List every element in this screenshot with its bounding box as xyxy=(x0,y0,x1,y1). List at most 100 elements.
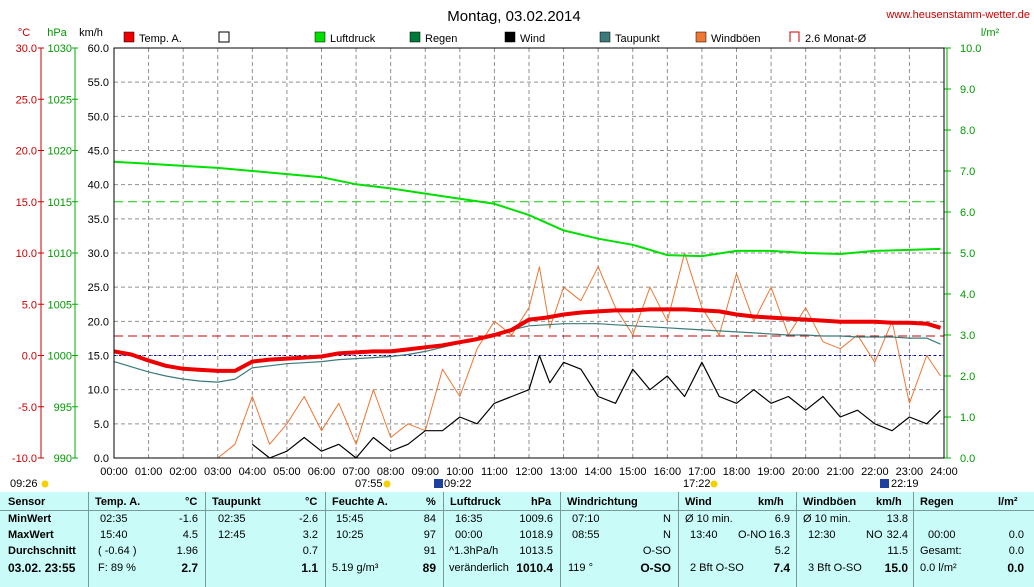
pressure-tick-label: 1020 xyxy=(48,146,72,158)
humidity-absolute: 5.19 g/m³ xyxy=(332,562,379,574)
rain-tick-label: 9.0 xyxy=(960,84,975,96)
temp-max-value: 4.5 xyxy=(182,529,198,541)
rain-tick-label: 8.0 xyxy=(960,125,975,137)
time-tick-label: 13:00 xyxy=(550,466,578,478)
direction-current-value: O-SO xyxy=(640,561,671,575)
rain-tick-label: 7.0 xyxy=(960,166,975,178)
dew-header: Taupunkt xyxy=(212,496,261,508)
temp-tick-label: 30.0 xyxy=(16,43,37,55)
rain-tick-label: 0.0 xyxy=(960,453,975,465)
time-tick-label: 09:00 xyxy=(411,466,439,478)
legend-label: Regen xyxy=(425,33,457,45)
time-tick-label: 11:00 xyxy=(481,466,508,478)
temp-tick-label: 0.0 xyxy=(22,351,37,363)
time-tick-label: 23:00 xyxy=(896,466,924,478)
temp-tick-label: 25.0 xyxy=(16,94,37,106)
website-label[interactable]: www.heusenstamm-wetter.de xyxy=(885,9,1030,21)
gust-min-value: 13.8 xyxy=(886,513,908,525)
press-unit-label: hPa xyxy=(47,27,67,39)
stats-col-divider xyxy=(913,492,914,587)
chart-legend: Temp. A. Luftdruck Regen Wind Taupunkt Windbö… xyxy=(123,31,867,45)
rain-tick-label: 6.0 xyxy=(960,207,975,219)
stats-col-divider xyxy=(560,492,561,587)
legend-swatch xyxy=(314,31,326,43)
stats-col-divider xyxy=(678,492,679,587)
temp-tick-label: 20.0 xyxy=(16,146,37,158)
humidity-avg-value: 91 xyxy=(423,545,436,557)
stats-col-divider xyxy=(796,492,797,587)
time-tick-label: 22:00 xyxy=(861,466,889,478)
pressure-tick-label: 995 xyxy=(54,402,72,414)
legend-swatch xyxy=(695,31,707,43)
legend-swatch xyxy=(409,31,421,43)
rain-tick-label: 5.0 xyxy=(960,248,975,260)
pressure-min-value: 1009.6 xyxy=(519,513,553,525)
time-tick-label: 08:00 xyxy=(377,466,405,478)
legend-swatch xyxy=(218,31,230,43)
series-line-temp-a- xyxy=(113,307,942,373)
wind-beaufort: 2 Bft O-SO xyxy=(690,562,744,574)
direction-degrees: 119 ° xyxy=(568,562,593,574)
wind-avg-value: 5.2 xyxy=(774,545,790,557)
pressure-header: Luftdruck xyxy=(450,496,501,508)
dew-min-value: -2.6 xyxy=(299,513,318,525)
wind-min-value: 6.9 xyxy=(774,513,790,525)
dew-current-value: 1.1 xyxy=(301,561,318,575)
temp-avg-note: ( -0.64 ) xyxy=(98,545,137,557)
wind-unit: km/h xyxy=(758,496,784,508)
time-tick-label: 21:00 xyxy=(826,466,854,478)
legend-swatch xyxy=(789,31,800,42)
gust-max-direction: NO xyxy=(866,529,883,541)
speed-tick-label: 0.0 xyxy=(94,453,109,465)
left-time-label: 09:26 xyxy=(10,478,38,490)
rain-max-value: 0.0 xyxy=(1008,529,1024,541)
speed-tick-label: 20.0 xyxy=(88,316,109,328)
temp-tick-label: 10.0 xyxy=(16,248,37,260)
rain-current-value: 0.0 xyxy=(1007,561,1024,575)
humidity-header: Feuchte A. xyxy=(332,496,388,508)
humidity-min-time: 15:45 xyxy=(336,513,364,525)
gust-header: Windböen xyxy=(803,496,857,508)
temp-max-time: 15:40 xyxy=(100,529,128,541)
rain-tick-label: 3.0 xyxy=(960,330,975,342)
weather-chart: Montag, 03.02.2014 www.heusenstamm-wette… xyxy=(10,8,1030,490)
temp-tick-label: 15.0 xyxy=(16,197,37,209)
plot-frame xyxy=(113,47,945,459)
sunrise-label: 07:55 xyxy=(355,478,383,490)
temp-unit-label: °C xyxy=(18,27,30,39)
legend-label: Wind xyxy=(520,33,545,45)
time-tick-label: 24:00 xyxy=(930,466,958,478)
chart-series xyxy=(113,160,944,459)
legend-label: Temp. A. xyxy=(139,33,182,45)
temp-current-value: 2.7 xyxy=(181,561,198,575)
legend-label: Luftdruck xyxy=(330,33,376,45)
moonrise-icon xyxy=(434,479,443,488)
chart-axes: 30.0 25.0 20.0 15.0 10.0 5.0 0.0 -5.0 -10.0 1030 1… xyxy=(12,43,982,478)
gust-avg-value: 11.5 xyxy=(887,545,908,557)
row-label-avg: Durchschnitt xyxy=(8,545,76,557)
legend-label: Windböen xyxy=(711,33,761,45)
wind-min-note: Ø 10 min. xyxy=(685,513,733,525)
time-tick-label: 06:00 xyxy=(308,466,336,478)
time-tick-label: 20:00 xyxy=(792,466,820,478)
pressure-unit: hPa xyxy=(531,496,552,508)
time-tick-label: 05:00 xyxy=(273,466,301,478)
time-tick-label: 07:00 xyxy=(342,466,370,478)
legend-swatch xyxy=(504,31,516,43)
rain-tick-label: 10.0 xyxy=(960,43,981,55)
time-tick-label: 10:00 xyxy=(446,466,474,478)
legend-label: Taupunkt xyxy=(615,33,660,45)
legend-swatch xyxy=(123,31,135,43)
rain-unit: l/m² xyxy=(998,496,1018,508)
time-tick-label: 01:00 xyxy=(135,466,163,478)
gust-unit: km/h xyxy=(876,496,902,508)
time-tick-label: 03:00 xyxy=(204,466,232,478)
gust-current-value: 15.0 xyxy=(884,561,908,575)
rain-unit-label: l/m² xyxy=(981,27,1000,39)
time-tick-label: 02:00 xyxy=(169,466,197,478)
series-line-wind xyxy=(251,354,941,459)
wind-max-direction: O-NO xyxy=(738,529,767,541)
temp-tick-label: -10.0 xyxy=(12,453,37,465)
direction-max-time: 08:55 xyxy=(572,529,600,541)
rain-tick-label: 1.0 xyxy=(960,412,975,424)
